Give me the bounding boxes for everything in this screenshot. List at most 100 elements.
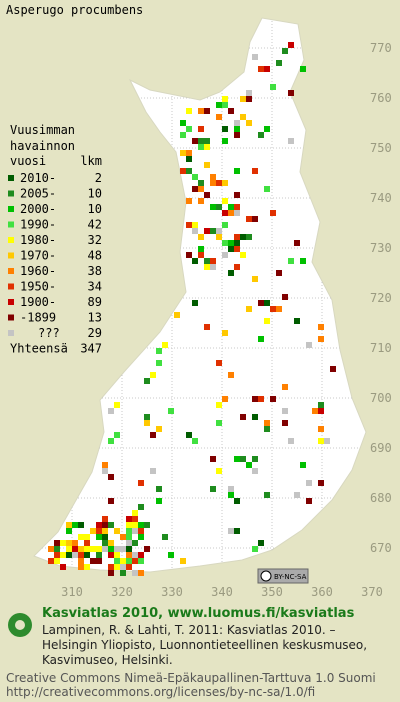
- observation-square: [126, 558, 132, 564]
- observation-square: [318, 438, 324, 444]
- observation-square: [216, 180, 222, 186]
- observation-square: [60, 564, 66, 570]
- legend-label: 1980-: [20, 233, 56, 247]
- legend-swatch: [8, 299, 14, 305]
- observation-square: [102, 546, 108, 552]
- observation-square: [306, 480, 312, 486]
- observation-square: [108, 564, 114, 570]
- observation-square: [240, 456, 246, 462]
- observation-square: [162, 342, 168, 348]
- observation-square: [192, 222, 198, 228]
- observation-square: [144, 414, 150, 420]
- observation-square: [222, 138, 228, 144]
- observation-square: [228, 246, 234, 252]
- observation-square: [276, 270, 282, 276]
- observation-square: [246, 96, 252, 102]
- observation-square: [216, 420, 222, 426]
- observation-square: [138, 522, 144, 528]
- observation-square: [258, 132, 264, 138]
- observation-square: [186, 168, 192, 174]
- observation-square: [234, 240, 240, 246]
- observation-square: [228, 486, 234, 492]
- observation-square: [84, 540, 90, 546]
- observation-square: [192, 174, 198, 180]
- observation-square: [138, 552, 144, 558]
- legend-swatch: [8, 252, 14, 259]
- observation-square: [240, 234, 246, 240]
- observation-square: [204, 258, 210, 264]
- observations: [48, 42, 336, 576]
- legend-label: 2010-: [20, 171, 56, 185]
- observation-square: [252, 54, 258, 60]
- observation-square: [318, 426, 324, 432]
- y-tick-label: 690: [370, 441, 392, 455]
- observation-square: [150, 432, 156, 438]
- legend-label: -1899: [20, 311, 56, 325]
- observation-square: [318, 408, 324, 414]
- observation-square: [156, 360, 162, 366]
- observation-square: [282, 384, 288, 390]
- observation-square: [132, 510, 138, 516]
- observation-square: [318, 336, 324, 342]
- observation-square: [144, 546, 150, 552]
- observation-square: [138, 504, 144, 510]
- observation-square: [216, 360, 222, 366]
- legend-label: 2000-: [20, 202, 56, 216]
- observation-square: [132, 540, 138, 546]
- observation-square: [270, 84, 276, 90]
- observation-square: [114, 558, 120, 564]
- legend-swatch: [8, 283, 14, 290]
- legend-label: 1970-: [20, 249, 56, 263]
- observation-square: [234, 498, 240, 504]
- observation-square: [120, 534, 126, 540]
- observation-square: [120, 558, 126, 564]
- observation-square: [84, 534, 90, 540]
- observation-square: [78, 522, 84, 528]
- observation-square: [168, 408, 174, 414]
- observation-square: [60, 552, 66, 558]
- legend-column: lkm: [80, 154, 102, 168]
- observation-square: [156, 348, 162, 354]
- observation-square: [96, 552, 102, 558]
- observation-square: [240, 414, 246, 420]
- observation-square: [234, 246, 240, 252]
- observation-square: [90, 528, 96, 534]
- observation-square: [108, 498, 114, 504]
- legend-label: 1900-: [20, 295, 56, 309]
- observation-square: [234, 264, 240, 270]
- observation-square: [216, 114, 222, 120]
- observation-square: [264, 66, 270, 72]
- legend-swatch: [8, 221, 14, 228]
- observation-square: [204, 192, 210, 198]
- legend-count: 10: [88, 202, 102, 216]
- observation-square: [222, 252, 228, 258]
- observation-square: [66, 546, 72, 552]
- observation-square: [222, 198, 228, 204]
- observation-square: [210, 264, 216, 270]
- observation-square: [264, 492, 270, 498]
- observation-square: [120, 546, 126, 552]
- observation-square: [264, 186, 270, 192]
- observation-square: [180, 558, 186, 564]
- observation-square: [48, 558, 54, 564]
- observation-square: [96, 558, 102, 564]
- observation-square: [72, 552, 78, 558]
- observation-square: [108, 570, 114, 576]
- observation-square: [252, 276, 258, 282]
- observation-square: [246, 120, 252, 126]
- observation-square: [252, 456, 258, 462]
- observation-square: [210, 456, 216, 462]
- legend-total-label: Yhteensä: [10, 342, 68, 356]
- observation-square: [210, 228, 216, 234]
- observation-square: [240, 96, 246, 102]
- observation-square: [240, 114, 246, 120]
- x-tick-label: 320: [111, 585, 133, 599]
- legend-heading: havainnon: [10, 139, 75, 153]
- observation-square: [282, 48, 288, 54]
- legend-label: ???: [38, 326, 60, 340]
- observation-square: [102, 522, 108, 528]
- observation-square: [114, 402, 120, 408]
- observation-square: [120, 564, 126, 570]
- observation-square: [198, 138, 204, 144]
